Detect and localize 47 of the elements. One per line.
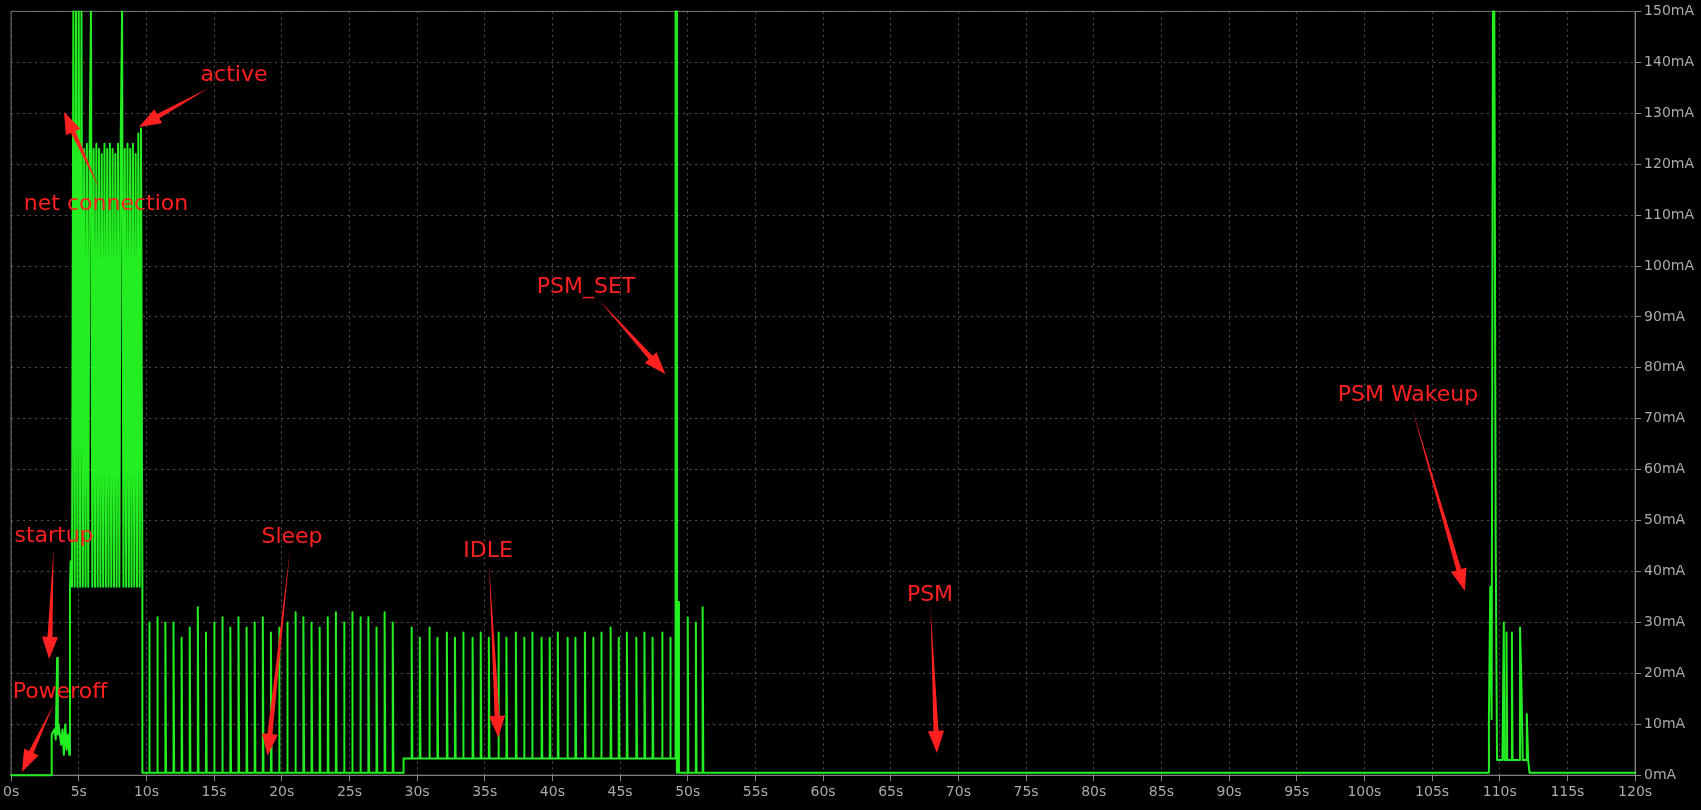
x-tick-label: 30s [404, 783, 430, 800]
x-tick-label: 95s [1284, 783, 1310, 800]
y-tick-label: 60mA [1644, 460, 1686, 477]
x-tick-label: 25s [336, 783, 362, 800]
x-tick-label: 90s [1216, 783, 1242, 800]
x-tick-label: 70s [945, 783, 971, 800]
y-tick-label: 80mA [1644, 358, 1686, 375]
x-tick-label: 10s [133, 783, 159, 800]
annotation: Sleep [261, 522, 323, 549]
y-tick-label: 30mA [1644, 613, 1686, 630]
x-tick-label: 60s [810, 783, 836, 800]
y-tick-label: 70mA [1644, 409, 1686, 426]
x-tick-label: 15s [201, 783, 227, 800]
y-tick-label: 20mA [1644, 664, 1686, 680]
x-tick-label: 120s [1618, 783, 1653, 800]
y-tick-label: 50mA [1644, 511, 1686, 528]
x-tick-label: 0s [3, 783, 20, 800]
y-tick-label: 120mA [1644, 154, 1695, 171]
annotation: PSM Wakeup [1337, 380, 1479, 407]
y-tick-label: 90mA [1644, 307, 1686, 324]
x-tick-label: 80s [1081, 783, 1107, 800]
y-tick-label: 140mA [1644, 52, 1695, 69]
x-tick-label: 40s [539, 783, 565, 800]
annotation: active [200, 60, 268, 87]
y-tick-label: 0mA [1644, 765, 1677, 782]
y-tick-label: 130mA [1644, 103, 1695, 120]
x-tick-label: 100s [1347, 783, 1382, 800]
x-tick-label: 20s [269, 783, 295, 800]
x-tick-label: 75s [1013, 783, 1039, 800]
x-tick-label: 55s [742, 783, 768, 800]
y-tick-label: 110mA [1644, 205, 1695, 222]
x-tick-label: 50s [675, 783, 701, 800]
y-tick-label: 100mA [1644, 256, 1695, 273]
y-tick-label: 40mA [1644, 562, 1686, 579]
y-tick-label: 150mA [1644, 2, 1695, 19]
annotation: IDLE [463, 536, 513, 563]
x-tick-label: 35s [472, 783, 498, 800]
x-tick-label: 5s [70, 783, 87, 800]
x-tick-label: 85s [1148, 783, 1174, 800]
x-tick-label: 110s [1482, 783, 1517, 800]
x-tick-label: 105s [1415, 783, 1450, 800]
x-tick-label: 65s [878, 783, 904, 800]
annotation: PSM [906, 580, 954, 607]
y-tick-label: 10mA [1644, 714, 1686, 731]
x-tick-label: 115s [1550, 783, 1585, 800]
annotation: PSM_SET [536, 272, 636, 299]
x-tick-label: 45s [607, 783, 633, 800]
